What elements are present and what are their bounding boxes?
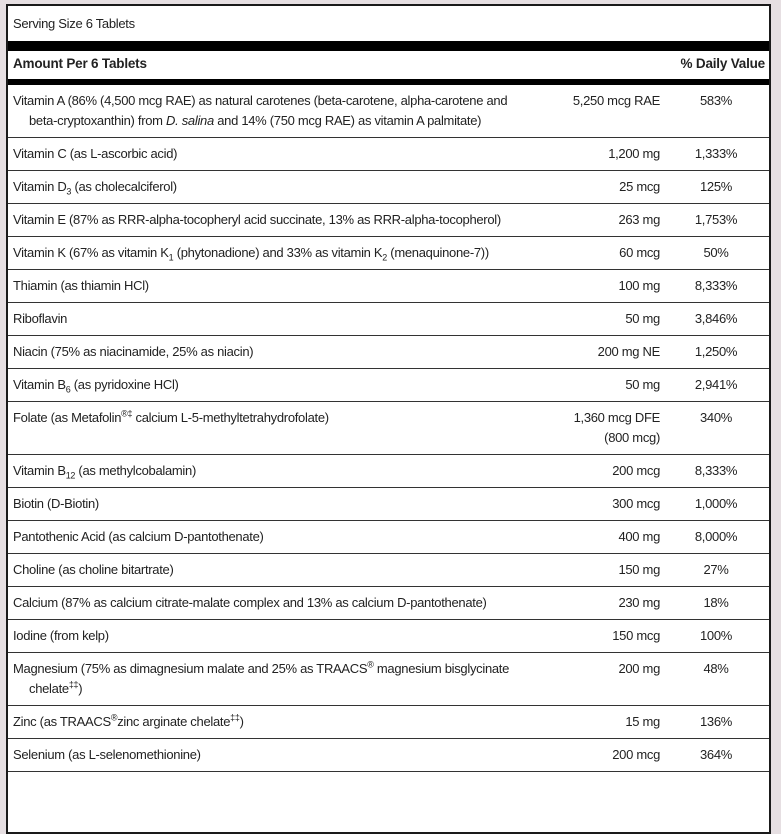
nutrient-daily-value: 8,000% [694,529,738,544]
nutrient-daily-value: 364% [699,747,733,762]
nutrient-name: Calcium (87% as calcium citrate-malate c… [13,595,487,610]
nutrient-name: Vitamin B6 (as pyridoxine HCl) [13,377,179,395]
nutrient-amount: 5,250 mcg RAE [572,93,660,108]
serving-size: Serving Size 6 Tablets [13,16,135,31]
nutrient-name: Magnesium (75% as dimagnesium malate and… [13,659,510,696]
daily-value-header: % Daily Value [680,56,766,71]
nutrient-amount: 200 mg [618,661,660,676]
nutrient-amount: 1,200 mg [608,146,660,161]
nutrient-amount: 150 mcg [612,628,660,643]
nutrient-daily-value: 125% [699,179,733,194]
nutrient-daily-value: 3,846% [694,311,738,326]
nutrient-daily-value: 27% [703,562,729,577]
nutrient-name: Vitamin B12 (as methylcobalamin) [13,463,196,481]
nutrient-row: Vitamin D3 (as cholecalciferol) 25 mcg 125… [8,171,769,204]
nutrient-row: Selenium (as L-selenomethionine) 200 mcg 3… [8,739,769,772]
nutrient-row: Niacin (75% as niacinamide, 25% as niaci… [8,336,769,369]
nutrient-row: Thiamin (as thiamin HCl) 100 mg 8,333% [8,270,769,303]
nutrient-daily-value: 1,000% [694,496,738,511]
nutrient-name: Riboflavin [13,311,68,326]
nutrient-row: Vitamin C (as L-ascorbic acid) 1,200 mg 1,… [8,138,769,171]
nutrient-daily-value: 2,941% [694,377,738,392]
nutrient-amount: 1,360 mcg DFE (800 mcg) [573,410,661,445]
nutrient-row: Calcium (87% as calcium citrate-malate c… [8,587,769,620]
nutrient-row: Vitamin E (87% as RRR-alpha-tocopheryl a… [8,204,769,237]
nutrient-amount: 200 mcg [612,747,660,762]
nutrient-daily-value: 1,333% [694,146,738,161]
nutrient-name: Iodine (from kelp) [13,628,109,643]
nutrient-row: Vitamin K (67% as vitamin K1 (phytonadio… [8,237,769,270]
nutrient-name: Vitamin D3 (as cholecalciferol) [13,179,177,197]
nutrient-row: Choline (as choline bitartrate) 150 mg 27% [8,554,769,587]
nutrient-daily-value: 48% [703,661,729,676]
nutrient-name: Pantothenic Acid (as calcium D-pantothen… [13,529,264,544]
nutrient-row: Vitamin B12 (as methylcobalamin) 200 mcg 8… [8,455,769,488]
nutrient-name: Vitamin C (as L-ascorbic acid) [13,146,178,161]
nutrient-row: Vitamin B6 (as pyridoxine HCl) 50 mg 2,941… [8,369,769,402]
nutrient-amount: 263 mg [618,212,660,227]
nutrient-row: Folate (as Metafolin®‡ calcium L-5-methy… [8,402,769,455]
amount-per-header: Amount Per 6 Tablets [13,56,147,71]
nutrient-amount: 200 mcg [612,463,660,478]
nutrient-name: Vitamin E (87% as RRR-alpha-tocopheryl a… [13,212,501,227]
nutrient-daily-value: 100% [699,628,733,643]
nutrient-row: Biotin (D-Biotin) 300 mcg 1,000% [8,488,769,521]
nutrient-amount: 200 mg NE [597,344,661,359]
nutrient-daily-value: 50% [703,245,729,260]
nutrient-amount: 100 mg [618,278,660,293]
nutrient-amount: 60 mcg [619,245,660,260]
nutrient-amount: 150 mg [618,562,660,577]
nutrient-name: Vitamin K (67% as vitamin K1 (phytonadio… [13,245,489,263]
nutrient-daily-value: 340% [699,410,733,425]
nutrient-row: Zinc (as TRAACS®zinc arginate chelate‡‡)… [8,706,769,739]
nutrient-amount: 300 mcg [612,496,660,511]
nutrient-daily-value: 8,333% [694,278,738,293]
nutrient-name: Zinc (as TRAACS®zinc arginate chelate‡‡) [13,712,244,729]
nutrient-name: Selenium (as L-selenomethionine) [13,747,201,762]
nutrient-name: Thiamin (as thiamin HCl) [13,278,149,293]
nutrient-daily-value: 1,250% [694,344,738,359]
nutrient-amount: 50 mg [625,377,660,392]
supplement-facts-panel: Serving Size 6 Tablets Amount Per 6 Tabl… [6,4,771,834]
nutrient-row: Magnesium (75% as dimagnesium malate and… [8,653,769,706]
nutrient-daily-value: 18% [703,595,729,610]
nutrient-daily-value: 8,333% [694,463,738,478]
nutrient-amount: 25 mcg [619,179,660,194]
nutrient-daily-value: 583% [699,93,733,108]
medium-divider [8,79,769,85]
nutrient-daily-value: 1,753% [694,212,738,227]
nutrient-amount: 230 mg [618,595,660,610]
nutrient-name: Biotin (D-Biotin) [13,496,99,511]
thick-divider [8,41,769,51]
nutrient-amount: 15 mg [625,714,660,729]
nutrient-row: Pantothenic Acid (as calcium D-pantothen… [8,521,769,554]
nutrient-name: Choline (as choline bitartrate) [13,562,174,577]
nutrient-name: Niacin (75% as niacinamide, 25% as niaci… [13,344,254,359]
nutrient-row: Iodine (from kelp) 150 mcg 100% [8,620,769,653]
nutrient-daily-value: 136% [699,714,733,729]
nutrient-table: Vitamin A (86% (4,500 mcg RAE) as natura… [8,85,769,772]
nutrient-row: Vitamin A (86% (4,500 mcg RAE) as natura… [8,85,769,138]
nutrient-name: Folate (as Metafolin®‡ calcium L-5-methy… [13,408,329,425]
nutrient-row: Riboflavin 50 mg 3,846% [8,303,769,336]
nutrient-name: Vitamin A (86% (4,500 mcg RAE) as natura… [13,93,508,128]
nutrient-amount: 50 mg [625,311,660,326]
nutrient-amount: 400 mg [618,529,660,544]
